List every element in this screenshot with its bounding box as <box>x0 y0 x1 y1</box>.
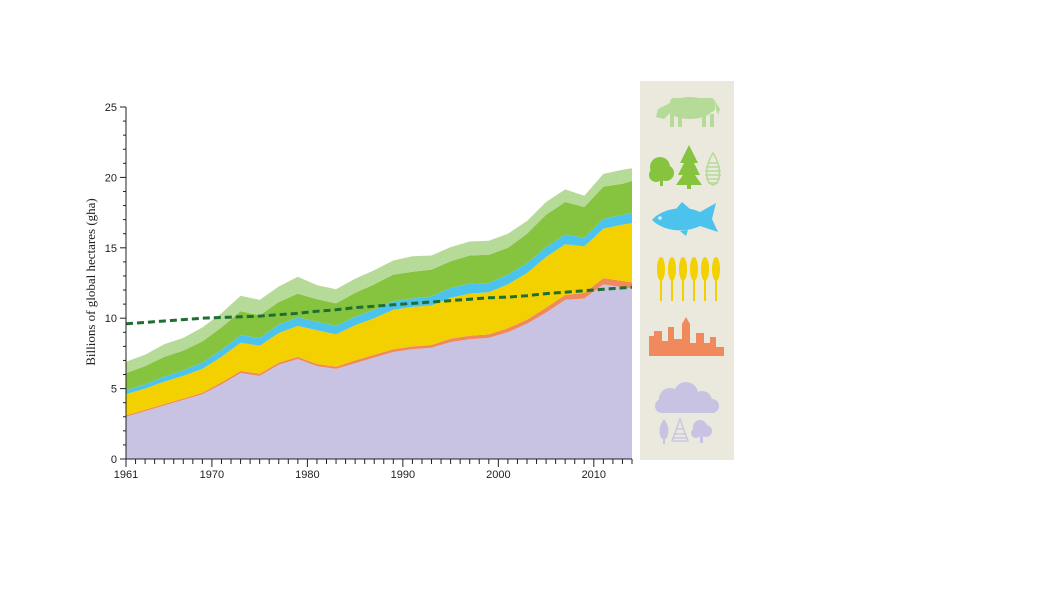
area-series-3 <box>126 223 632 416</box>
y-tick-label: 25 <box>105 102 117 114</box>
x-tick-label: 2010 <box>582 469 606 481</box>
stacked-areas <box>126 168 632 459</box>
fish-icon <box>652 202 718 236</box>
legend-icons <box>649 97 724 444</box>
wheat-icon <box>657 257 720 301</box>
area-series-6 <box>126 168 632 374</box>
cow-icon <box>656 97 720 127</box>
x-tick-label: 2000 <box>486 469 510 481</box>
y-tick-label: 20 <box>105 172 117 184</box>
area-series-1 <box>126 284 632 459</box>
city-skyline-icon <box>649 317 724 356</box>
y-tick-label: 10 <box>105 313 117 325</box>
y-axis-label: Billions of global hectares (gha) <box>83 198 98 366</box>
area-series-4 <box>126 213 632 395</box>
y-tick-label: 5 <box>111 384 117 396</box>
area-series-5 <box>126 180 632 390</box>
biocapacity-line <box>125 285 633 326</box>
x-tick-label: 1961 <box>114 469 138 481</box>
x-tick-label: 1980 <box>295 469 319 481</box>
axes: 0 5 10 15 20 25 1961 1970 1980 1990 2000 2010 <box>105 102 633 481</box>
x-tick-label: 1970 <box>200 469 224 481</box>
y-tick-label: 0 <box>111 454 117 466</box>
x-tick-label: 1990 <box>391 469 415 481</box>
legend-panel <box>640 81 734 460</box>
trees-icon <box>649 145 721 189</box>
y-tick-label: 15 <box>105 243 117 255</box>
biocapacity-line-group <box>125 285 633 326</box>
cloud-tree-icon <box>655 382 719 444</box>
